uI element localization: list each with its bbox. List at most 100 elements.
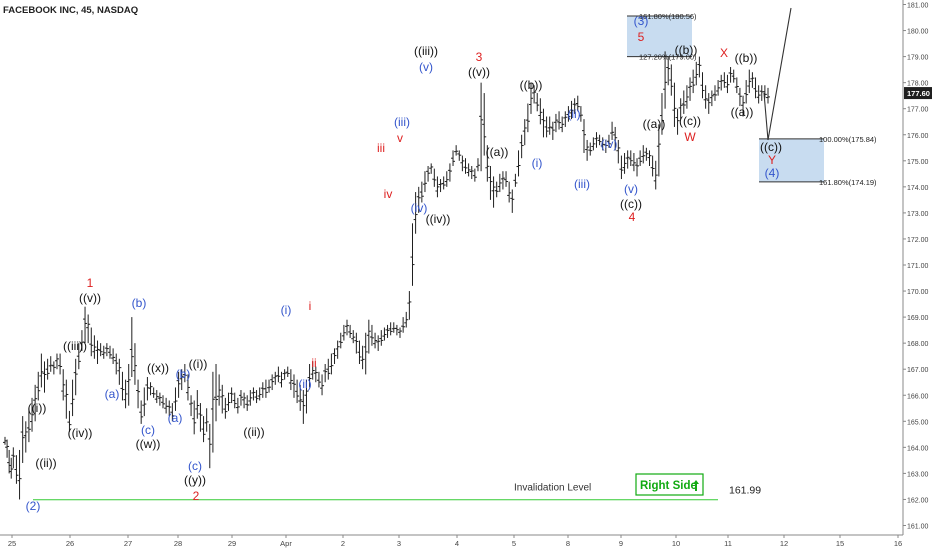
wave-label: ((ii))	[243, 425, 264, 439]
y-tick-label: 168.00	[907, 341, 929, 348]
wave-label: 1	[87, 276, 94, 290]
x-tick-label: Apr	[280, 539, 292, 548]
wave-label: W	[684, 130, 696, 144]
wave-label: (ii)	[567, 107, 580, 121]
wave-label: ((iii))	[63, 339, 87, 353]
chart-title: FACEBOOK INC, 45, NASDAQ	[3, 5, 138, 16]
y-tick-label: 164.00	[907, 445, 929, 452]
wave-label: iii	[377, 141, 385, 155]
fibonacci-target-boxes	[627, 15, 824, 182]
wave-label: (c)	[141, 423, 155, 437]
wave-label: ((w))	[136, 437, 161, 451]
wave-label: ((y))	[184, 473, 206, 487]
wave-label: ((i))	[189, 357, 208, 371]
x-tick-label: 29	[228, 539, 236, 548]
y-tick-label: 181.00	[907, 3, 929, 10]
x-tick-label: 25	[8, 539, 16, 548]
wave-label: ((c))	[679, 114, 701, 128]
wave-label: (a)	[168, 411, 183, 425]
x-tick-label: 4	[455, 539, 459, 548]
right-side-label: Right Side	[640, 480, 697, 492]
wave-label: (v)	[624, 182, 638, 196]
wave-label: (iii)	[574, 177, 590, 191]
wave-label: ((b))	[675, 43, 698, 57]
wave-label: ((a))	[643, 117, 666, 131]
wave-label: (iv)	[411, 201, 428, 215]
y-tick-label: 166.00	[907, 393, 929, 400]
wave-label: ((a))	[731, 105, 754, 119]
arrow-up-icon	[693, 480, 699, 491]
wave-label: ((v))	[79, 291, 101, 305]
invalidation-level: Invalidation Level 161.99 Right Side	[33, 473, 761, 501]
wave-label: ((iv))	[68, 426, 93, 440]
wave-label: ((v))	[468, 65, 490, 79]
wave-label: (c)	[188, 459, 202, 473]
y-tick-label: 180.00	[907, 29, 929, 36]
wave-label: 2	[193, 489, 200, 503]
wave-label: ii	[311, 356, 316, 370]
y-tick-label: 179.00	[907, 55, 929, 62]
y-tick-label: 161.00	[907, 524, 929, 531]
wave-label: ((b))	[735, 51, 758, 65]
y-tick-label: 171.00	[907, 263, 929, 270]
y-tick-label: 167.00	[907, 367, 929, 374]
y-tick-label: 163.00	[907, 471, 929, 478]
wave-label: iv	[384, 187, 393, 201]
x-tick-label: 27	[124, 539, 132, 548]
wave-label: (iv)	[601, 137, 618, 151]
wave-label: (3)	[634, 14, 649, 28]
x-tick-label: 12	[780, 539, 788, 548]
wave-label: X	[720, 46, 728, 60]
projection-line	[763, 7, 792, 141]
x-tick-label: 9	[619, 539, 623, 548]
y-tick-label: 175.00	[907, 159, 929, 166]
fib-label: 100.00%(175.84)	[819, 135, 877, 144]
wave-label: i	[309, 299, 312, 313]
target-box-wave-3	[627, 15, 692, 57]
fib-label: 161.80%(174.19)	[819, 178, 877, 187]
ohlc-bars	[3, 51, 770, 500]
x-tick-label: 28	[174, 539, 182, 548]
wave-label: ((a))	[486, 145, 509, 159]
x-tick-label: 16	[894, 539, 902, 548]
wave-label: 3	[476, 50, 483, 64]
y-tick-label: 177.00	[907, 107, 929, 114]
wave-label: (i)	[281, 303, 292, 317]
x-tick-label: 26	[66, 539, 74, 548]
fib-label: 161.80%(180.56)	[639, 12, 697, 21]
y-tick-label: 169.00	[907, 315, 929, 322]
y-tick-label: 162.00	[907, 497, 929, 504]
invalidation-label: Invalidation Level	[514, 483, 591, 494]
x-tick-label: 5	[512, 539, 516, 548]
wave-label: (iii)	[394, 115, 410, 129]
y-tick-label: 178.00	[907, 81, 929, 88]
wave-label: ((iii))	[414, 44, 438, 58]
y-tick-label: 173.00	[907, 211, 929, 218]
wave-label: ((iv))	[426, 212, 451, 226]
wave-label: (v)	[419, 60, 433, 74]
wave-label: (b)	[132, 296, 147, 310]
y-tick-label: 174.00	[907, 185, 929, 192]
x-tick-label: 15	[836, 539, 844, 548]
wave-label: ((c))	[760, 140, 782, 154]
wave-label: (2)	[26, 499, 41, 513]
wave-label: v	[397, 131, 403, 145]
target-box-wave-4	[759, 138, 824, 182]
last-price-label: 177.60	[907, 89, 930, 98]
wave-label: (ii)	[298, 377, 311, 391]
projection-path	[763, 7, 792, 141]
last-price-tag	[904, 87, 932, 100]
x-tick-label: 8	[566, 539, 570, 548]
wave-labels: 1((v))((iii))((i))((ii))((iv))(a)(b)(c)(…	[26, 14, 782, 513]
x-tick-label: 2	[341, 539, 345, 548]
wave-label: 4	[629, 210, 636, 224]
wave-label: ((c))	[620, 197, 642, 211]
x-tick-label: 3	[397, 539, 401, 548]
y-tick-label: 165.00	[907, 419, 929, 426]
wave-label: ((ii))	[35, 456, 56, 470]
wave-label: Y	[768, 153, 776, 167]
right-side-box	[635, 473, 704, 496]
